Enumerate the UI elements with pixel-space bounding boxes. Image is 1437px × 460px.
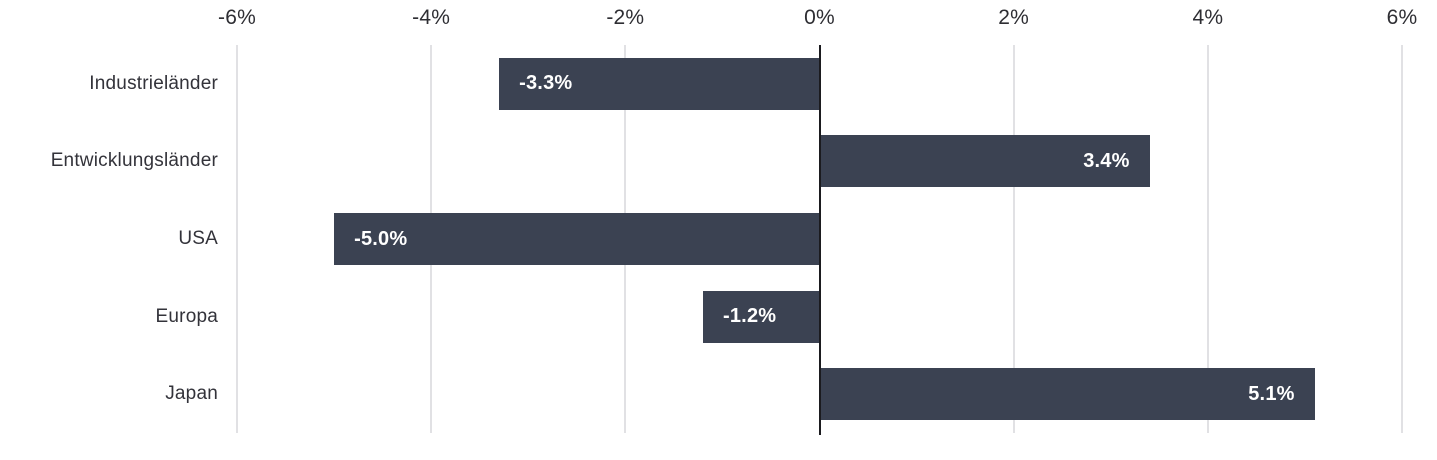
bar-industrieländer: -3.3%	[499, 57, 820, 110]
x-tick-label: 2%	[998, 6, 1030, 29]
bar-japan: 5.1%	[819, 368, 1315, 421]
bar-europa: -1.2%	[703, 290, 820, 343]
gridline	[1206, 45, 1209, 433]
category-label: Europa	[155, 305, 218, 327]
category-label: Japan	[165, 383, 218, 405]
x-axis: -6% -4% -2% 0% 2% 4% 6%	[218, 0, 1417, 38]
category-axis: Industrieländer Entwicklungsländer USA Euro…	[0, 45, 218, 433]
bar-value-label: 3.4%	[1083, 149, 1130, 172]
bar-value-label: 5.1%	[1248, 382, 1295, 405]
zero-baseline	[818, 45, 821, 435]
category-label: Entwicklungsländer	[50, 150, 218, 172]
x-tick-label: 4%	[1192, 6, 1224, 29]
x-tick-label: 6%	[1386, 6, 1418, 29]
x-tick-label: 0%	[804, 6, 835, 29]
bar-value-label: -3.3%	[519, 72, 573, 95]
x-tick-label: -6%	[218, 6, 256, 29]
plot-area: -3.3% 3.4% -5.0% -1.2% 5.1%	[236, 45, 1403, 435]
category-label: USA	[178, 227, 218, 249]
category-label: Industrieländer	[89, 72, 218, 94]
gridline	[236, 45, 238, 433]
x-tick-label: -4%	[412, 6, 451, 29]
bar-entwicklungsländer: 3.4%	[819, 135, 1150, 188]
x-tick-label: -2%	[606, 6, 645, 29]
bar-usa: -5.0%	[334, 213, 820, 265]
bar-value-label: -1.2%	[723, 305, 777, 328]
gridline	[1012, 45, 1015, 433]
bar-value-label: -5.0%	[354, 227, 408, 250]
gridline	[1401, 45, 1403, 433]
